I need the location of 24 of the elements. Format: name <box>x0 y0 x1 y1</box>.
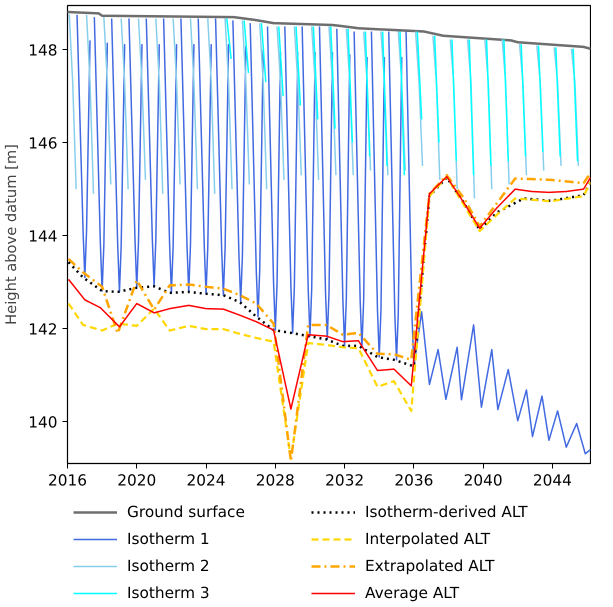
line-series <box>68 176 590 410</box>
x-tick-label: 2024 <box>186 472 226 490</box>
y-tick-label: 148 <box>28 42 58 60</box>
y-tick-label: 144 <box>28 228 58 246</box>
legend-label: Isotherm-derived ALT <box>365 502 529 522</box>
y-tick-label: 146 <box>28 134 58 153</box>
legend-label: Isotherm 3 <box>127 583 211 603</box>
x-tick-label: 2020 <box>117 472 156 490</box>
y-tick-label: 142 <box>28 320 58 339</box>
x-tick-label: 2032 <box>325 472 364 490</box>
legend-label: Average ALT <box>365 583 460 603</box>
line-series <box>68 10 590 50</box>
y-tick-label: 140 <box>28 414 58 432</box>
x-tick-label: 2040 <box>464 472 503 490</box>
y-axis-title: Height above datum [m] <box>3 144 20 325</box>
legend-label: Ground surface <box>127 502 246 522</box>
legend-label: Isotherm 1 <box>127 529 211 549</box>
legend-label: Extrapolated ALT <box>365 556 496 576</box>
x-tick-label: 2016 <box>48 472 88 490</box>
x-tick-label: 2044 <box>532 472 572 490</box>
legend-label: Isotherm 2 <box>127 556 211 576</box>
x-tick-label: 2036 <box>394 472 434 490</box>
legend-label: Interpolated ALT <box>365 529 492 549</box>
x-tick-label: 2028 <box>256 472 295 490</box>
